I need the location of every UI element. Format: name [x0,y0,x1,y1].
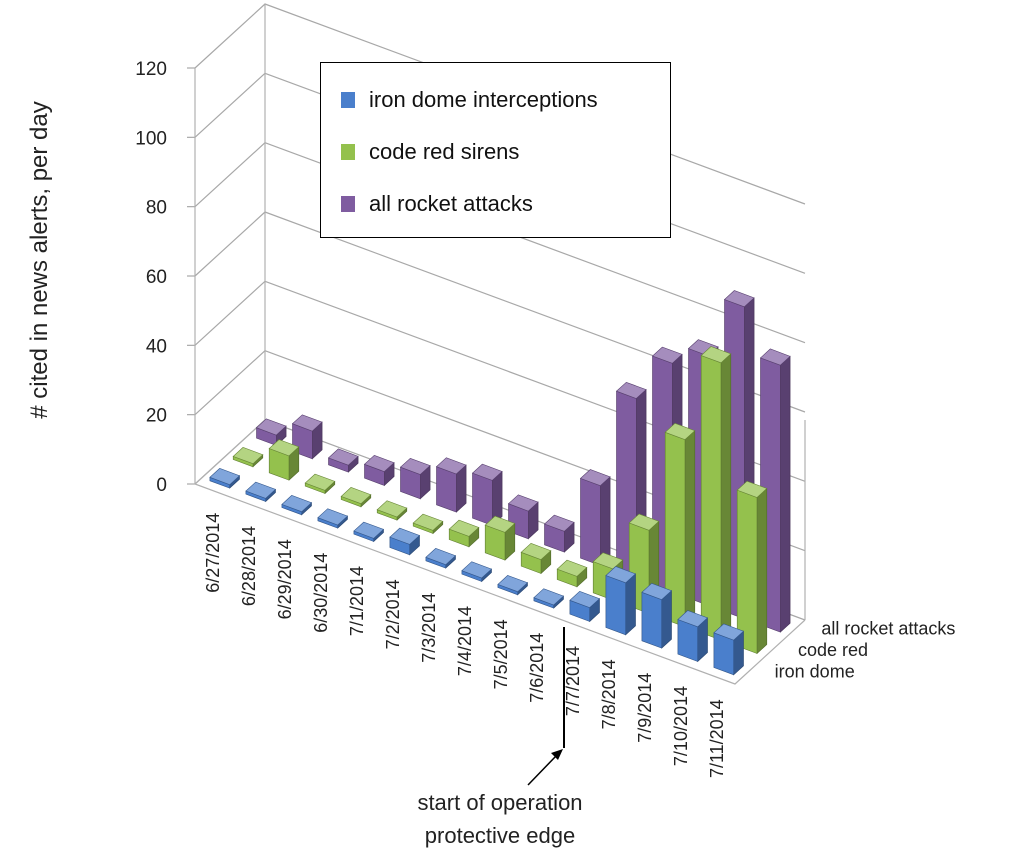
bar [317,508,349,529]
annotation-line-2: protective edge [424,823,576,848]
legend-swatch-all-rockets [341,196,355,212]
legend-swatch-iron-dome [341,92,355,108]
depth-tick-label: all rocket attacks [821,619,955,639]
bar [713,623,745,676]
bar [569,590,601,623]
bar [484,515,516,561]
bar [448,519,480,548]
legend-label-all-rockets: all rocket attacks [369,191,533,216]
bar [461,561,493,583]
x-tick-label: 6/30/2014 [311,553,331,633]
bar [425,548,457,569]
bar [579,469,611,567]
bar [641,582,673,649]
bar [533,588,565,609]
bar [520,542,552,575]
x-tick-label: 7/6/2014 [527,633,547,703]
bar [605,566,637,636]
x-tick-label: 7/2/2014 [383,579,403,649]
bar [435,457,467,513]
x-tick-label: 7/9/2014 [635,673,655,743]
bar [232,447,264,468]
bar [471,463,503,527]
bar [556,559,588,588]
x-tick-label: 6/27/2014 [203,513,223,593]
bars [209,290,791,676]
legend-item-code-red: code red sirens [341,137,519,167]
bar [245,481,277,503]
bar [281,495,313,516]
x-tick-label: 7/3/2014 [419,593,439,663]
bar [664,422,696,628]
bar [376,500,408,521]
chart-walls [193,4,806,685]
x-tick-label: 7/7/2014 [563,646,583,716]
bar [543,514,575,553]
bar [399,457,431,500]
depth-tick-label: code red [798,640,868,660]
bar [389,527,421,556]
bar [304,473,336,495]
x-tick-label: 7/11/2014 [707,699,727,778]
legend-swatch-code-red [341,144,355,160]
x-tick-label: 7/5/2014 [491,619,511,689]
bar [209,468,241,489]
legend-label-code-red: code red sirens [369,139,520,164]
annotation-text: start of operation protective edge [360,786,640,852]
x-axis-tick-labels: 6/27/2014 6/28/2014 6/29/2014 6/30/2014 7/1/… [203,513,727,778]
x-tick-label: 6/29/2014 [275,539,295,619]
bar [268,439,300,481]
bar [677,610,709,663]
legend-item-all-rockets: all rocket attacks [341,189,533,219]
legend: iron dome interceptions code red sirens … [320,62,671,238]
y-axis-label: # cited in news alerts, per day [26,101,53,419]
y-axis-tick-labels: 0 20 40 60 80 100 120 [135,59,167,496]
annotation-arrow [527,627,565,786]
y-tick-label: 20 [146,406,167,427]
y-tick-label: 0 [156,475,167,496]
legend-item-iron-dome: iron dome interceptions [341,85,598,115]
bar [363,454,395,487]
bar [497,575,529,596]
bar [412,513,444,535]
bar [353,521,385,543]
x-tick-label: 7/1/2014 [347,566,367,636]
bar [340,487,372,508]
bar [700,346,732,641]
x-tick-label: 7/4/2014 [455,606,475,676]
y-tick-label: 40 [146,336,167,357]
x-tick-label: 7/8/2014 [599,659,619,729]
annotation-line-1: start of operation [417,790,583,815]
x-tick-label: 6/28/2014 [239,526,259,606]
y-tick-label: 80 [146,198,167,219]
bar [327,448,359,473]
x-tick-label: 7/10/2014 [671,686,691,766]
bar [736,480,768,655]
depth-tick-label: iron dome [775,661,855,681]
y-tick-label: 120 [135,59,167,80]
y-tick-label: 100 [135,128,167,149]
floor-edge [193,419,806,685]
y-tick-label: 60 [146,267,167,288]
legend-label-iron-dome: iron dome interceptions [369,87,598,112]
